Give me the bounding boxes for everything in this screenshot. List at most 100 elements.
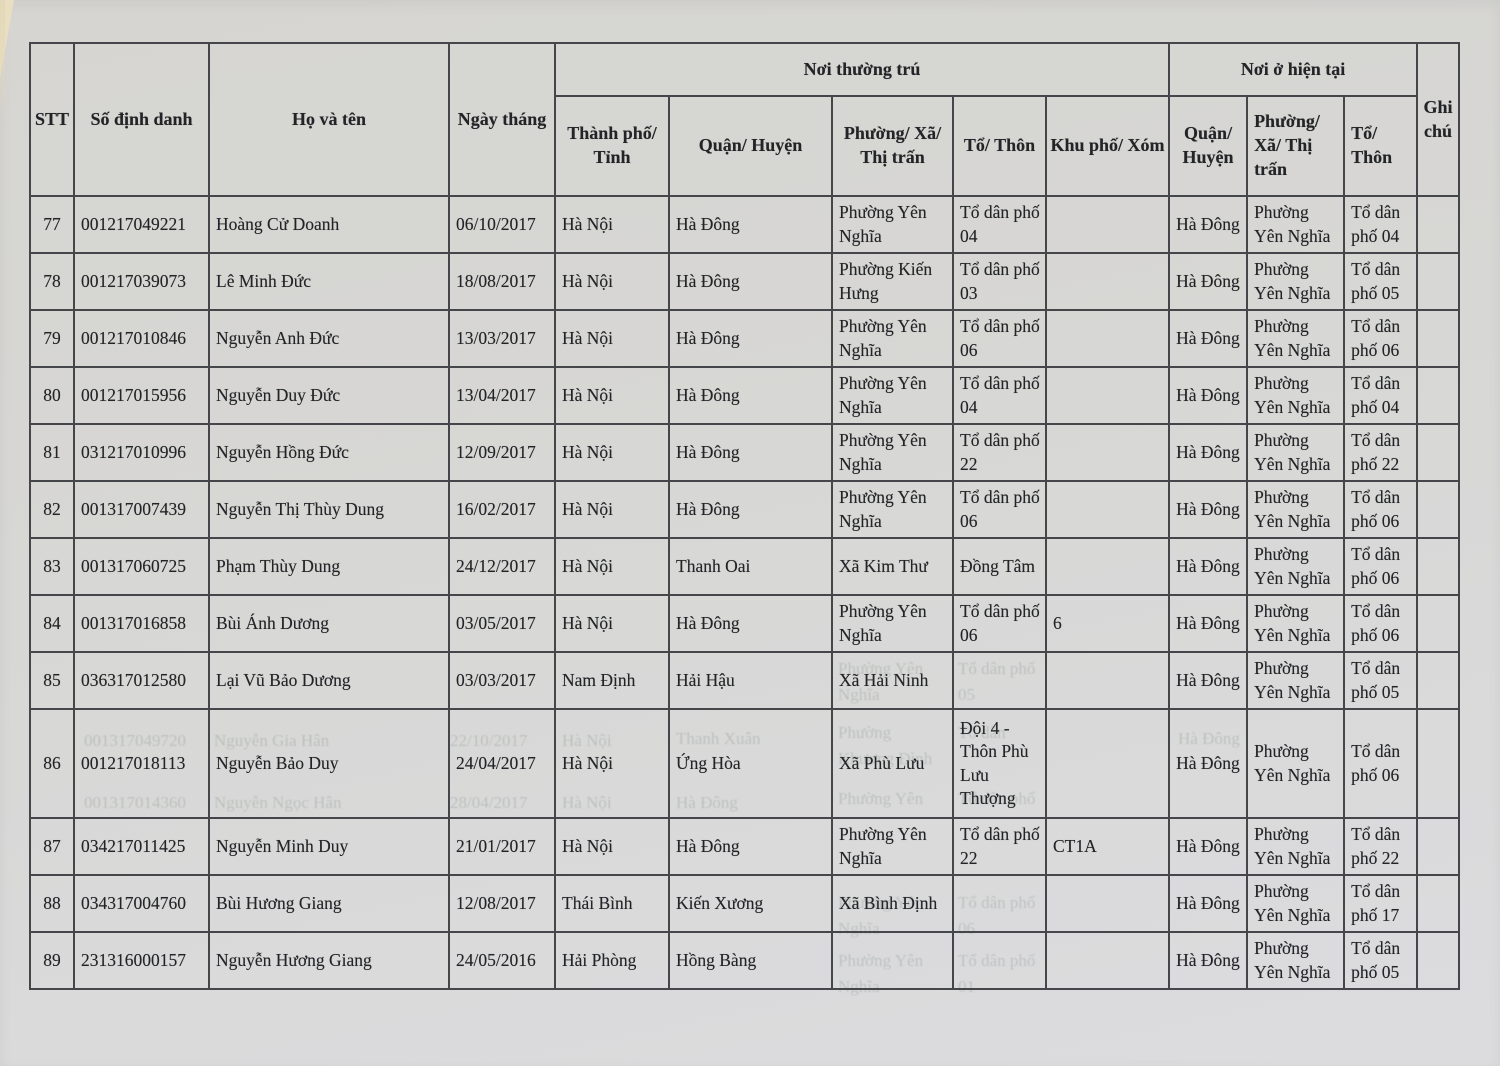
cell-cur_ward: Phường Yên Nghĩa: [1246, 366, 1346, 425]
cell-stt: 85: [29, 651, 75, 710]
cell-name: Nguyễn Anh Đức: [208, 309, 450, 368]
cell-cur_hamlet: Tổ dân phố 06: [1343, 537, 1419, 596]
cell-ward: Phường Yên Nghĩa: [831, 195, 954, 254]
table-row: 77 001217049221 Hoàng Cử Doanh 06/10/2017 Hà…: [29, 195, 1461, 254]
cell-hamlet: [952, 651, 1047, 710]
cell-district: Kiến Xương: [668, 874, 833, 933]
cell-district: Hà Đông: [668, 309, 833, 368]
cell-cur_ward: Phường Yên Nghĩa: [1246, 537, 1346, 596]
cell-stt: 88: [29, 874, 75, 933]
cell-city: Hà Nội: [554, 480, 670, 539]
cell-name: Bùi Ánh Dương: [208, 594, 450, 653]
cell-stt: 87: [29, 817, 75, 876]
cell-note: [1416, 537, 1461, 596]
cell-ward: Phường Yên Nghĩa: [831, 480, 954, 539]
cell-ward: Xã Kim Thư: [831, 537, 954, 596]
header-notes: Ghi chú: [1416, 42, 1461, 197]
cell-id: 036317012580: [73, 651, 210, 710]
cell-hamlet: Tổ dân phố 04: [952, 366, 1047, 425]
cell-cur_ward: Phường Yên Nghĩa: [1246, 651, 1346, 710]
cell-cur_ward: Phường Yên Nghĩa: [1246, 874, 1346, 933]
cell-name: Bùi Hương Giang: [208, 874, 450, 933]
cell-name: Phạm Thùy Dung: [208, 537, 450, 596]
header-group-current-residence: Nơi ở hiện tại: [1168, 42, 1419, 97]
cell-cur_district: Hà Đông: [1168, 594, 1249, 653]
header-ward: Phường/ Xã/ Thị trấn: [831, 95, 954, 197]
cell-note: [1416, 931, 1461, 990]
table-body: 77 001217049221 Hoàng Cử Doanh 06/10/2017 Hà…: [29, 195, 1461, 990]
cell-stt: 78: [29, 252, 75, 311]
cell-block: [1044, 708, 1171, 819]
cell-note: [1416, 480, 1461, 539]
cell-dob: 24/04/2017: [448, 708, 556, 819]
cell-stt: 84: [29, 594, 75, 653]
table-row: 82 001317007439 Nguyễn Thị Thùy Dung 16/02/…: [29, 480, 1461, 539]
cell-dob: 03/05/2017: [448, 594, 556, 653]
cell-stt: 83: [29, 537, 75, 596]
cell-cur_ward: Phường Yên Nghĩa: [1246, 817, 1346, 876]
cell-block: 6: [1044, 594, 1171, 653]
cell-ward: Phường Kiến Hưng: [831, 252, 954, 311]
cell-cur_district: Hà Đông: [1168, 195, 1249, 254]
cell-cur_ward: Phường Yên Nghĩa: [1246, 594, 1346, 653]
cell-id: 001217015956: [73, 366, 210, 425]
cell-cur_hamlet: Tổ dân phố 06: [1343, 309, 1419, 368]
cell-ward: Xã Phù Lưu: [831, 708, 954, 819]
cell-district: Hà Đông: [668, 480, 833, 539]
cell-cur_hamlet: Tổ dân phố 17: [1343, 874, 1419, 933]
cell-city: Thái Bình: [554, 874, 670, 933]
cell-block: [1044, 651, 1171, 710]
cell-cur_ward: Phường Yên Nghĩa: [1246, 195, 1346, 254]
cell-cur_hamlet: Tổ dân phố 22: [1343, 423, 1419, 482]
cell-note: [1416, 874, 1461, 933]
cell-cur_district: Hà Đông: [1168, 931, 1249, 990]
cell-id: 001217039073: [73, 252, 210, 311]
cell-city: Hà Nội: [554, 195, 670, 254]
cell-note: [1416, 423, 1461, 482]
cell-block: [1044, 480, 1171, 539]
cell-note: [1416, 817, 1461, 876]
residents-table: STT Số định danh Họ và tên Ngày tháng Nơ…: [29, 42, 1461, 990]
cell-dob: 18/08/2017: [448, 252, 556, 311]
cell-hamlet: Tổ dân phố 22: [952, 817, 1047, 876]
table-row: 81 031217010996 Nguyễn Hồng Đức 12/09/2017 H…: [29, 423, 1461, 482]
cell-name: Nguyễn Bảo Duy: [208, 708, 450, 819]
cell-hamlet: Đồng Tâm: [952, 537, 1047, 596]
cell-stt: 79: [29, 309, 75, 368]
cell-hamlet: Tổ dân phố 06: [952, 480, 1047, 539]
cell-ward: Phường Yên Nghĩa: [831, 366, 954, 425]
cell-hamlet: Đội 4 - Thôn Phù Lưu Thượng: [952, 708, 1047, 819]
header-district: Quận/ Huyện: [668, 95, 833, 197]
cell-cur_district: Hà Đông: [1168, 423, 1249, 482]
header-city-province: Thành phố/ Tỉnh: [554, 95, 670, 197]
table-row: 83 001317060725 Phạm Thùy Dung 24/12/2017 Hà…: [29, 537, 1461, 596]
header-current-district: Quận/ Huyện: [1168, 95, 1249, 197]
cell-name: Nguyễn Hồng Đức: [208, 423, 450, 482]
cell-district: Thanh Oai: [668, 537, 833, 596]
cell-city: Nam Định: [554, 651, 670, 710]
cell-note: [1416, 366, 1461, 425]
cell-name: Nguyễn Hương Giang: [208, 931, 450, 990]
cell-note: [1416, 594, 1461, 653]
cell-stt: 82: [29, 480, 75, 539]
cell-block: [1044, 537, 1171, 596]
table-row: 88 034317004760 Bùi Hương Giang 12/08/2017 T…: [29, 874, 1461, 933]
header-date: Ngày tháng: [448, 42, 556, 197]
cell-id: 001317016858: [73, 594, 210, 653]
cell-block: [1044, 423, 1171, 482]
cell-cur_district: Hà Đông: [1168, 252, 1249, 311]
cell-id: 001217049221: [73, 195, 210, 254]
cell-block: [1044, 931, 1171, 990]
cell-stt: 81: [29, 423, 75, 482]
cell-cur_hamlet: Tổ dân phố 04: [1343, 366, 1419, 425]
cell-dob: 06/10/2017: [448, 195, 556, 254]
cell-dob: 21/01/2017: [448, 817, 556, 876]
cell-cur_district: Hà Đông: [1168, 708, 1249, 819]
cell-city: Hà Nội: [554, 537, 670, 596]
cell-dob: 03/03/2017: [448, 651, 556, 710]
cell-name: Hoàng Cử Doanh: [208, 195, 450, 254]
cell-city: Hà Nội: [554, 366, 670, 425]
cell-cur_hamlet: Tổ dân phố 22: [1343, 817, 1419, 876]
cell-note: [1416, 195, 1461, 254]
cell-id: 231316000157: [73, 931, 210, 990]
